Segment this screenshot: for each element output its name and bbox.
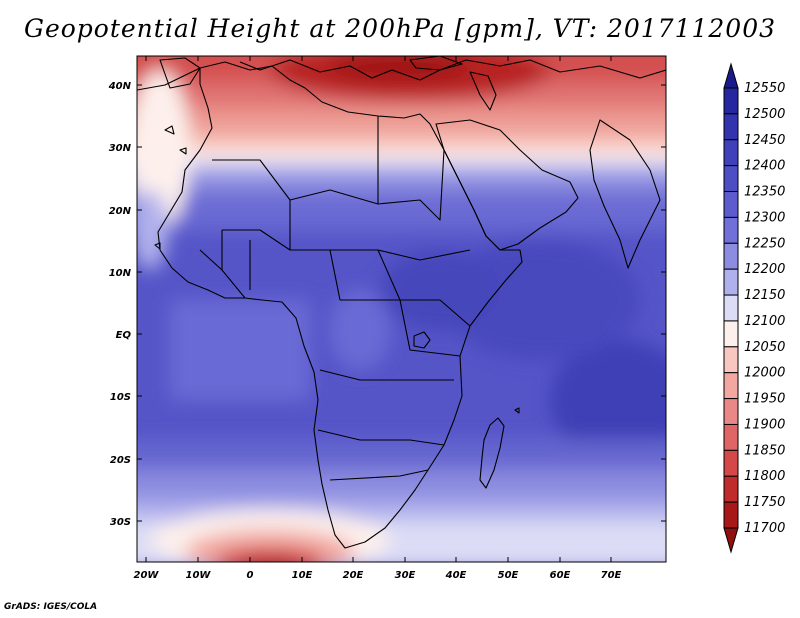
lat-label: 20N xyxy=(109,206,132,217)
colorbar-box xyxy=(723,449,739,477)
colorbar-box xyxy=(723,87,739,115)
lon-label: 40E xyxy=(445,570,467,581)
lat-label: 10S xyxy=(110,392,131,403)
map-frame xyxy=(136,55,667,563)
lat-label: 30S xyxy=(110,517,131,528)
lon-label: 0 xyxy=(247,570,254,581)
lon-label: 50E xyxy=(498,570,519,581)
colorbar-box xyxy=(723,294,739,322)
lat-label: 30N xyxy=(109,143,132,154)
colorbar-box xyxy=(723,139,739,167)
colorbar-box xyxy=(723,372,739,400)
colorbar-label: 11850 xyxy=(744,443,785,458)
colorbar-bottom-arrow xyxy=(723,527,739,554)
colorbar-box xyxy=(723,423,739,451)
colorbar-box xyxy=(723,475,739,503)
colorbar-label: 12500 xyxy=(744,107,785,122)
lon-label: 60E xyxy=(550,570,571,581)
colorbar-box xyxy=(723,165,739,193)
height-field xyxy=(137,56,666,562)
colorbar-label: 12000 xyxy=(744,366,785,381)
colorbar-box xyxy=(723,320,739,348)
colorbar-label: 12400 xyxy=(744,159,785,174)
colorbar-label: 12250 xyxy=(744,236,785,251)
latitude-axis: 40N 30N 20N 10N EQ 10S 20S 30S xyxy=(108,81,666,528)
lat-label: 40N xyxy=(108,81,132,92)
lon-label: 30E xyxy=(395,570,416,581)
lon-label: 10E xyxy=(292,570,313,581)
colorbar-box xyxy=(723,501,739,529)
lat-label: 10N xyxy=(109,268,132,279)
lon-label: 20E xyxy=(343,570,364,581)
lat-label: EQ xyxy=(116,330,132,341)
lon-label: 20W xyxy=(134,570,160,581)
longitude-axis: 20W 10W 0 10E 20E 30E 40E 50E 60E 70E xyxy=(134,56,622,581)
colorbar-label: 12100 xyxy=(744,314,785,329)
colorbar-box xyxy=(723,268,739,296)
colorbar-top-arrow xyxy=(723,62,739,89)
lat-label: 20S xyxy=(110,455,131,466)
colorbar-label: 11900 xyxy=(744,417,785,432)
colorbar-label: 12300 xyxy=(744,210,785,225)
footer-credit: GrADS: IGES/COLA xyxy=(4,602,98,612)
colorbar-box xyxy=(723,216,739,244)
colorbar-label: 12350 xyxy=(744,185,785,200)
coastlines xyxy=(137,56,666,549)
colorbar-label: 11800 xyxy=(744,469,785,484)
lon-label: 70E xyxy=(601,570,622,581)
colorbar-box xyxy=(723,113,739,141)
colorbar-label: 12050 xyxy=(744,340,785,355)
colorbar-label: 11950 xyxy=(744,392,785,407)
colorbar-box xyxy=(723,191,739,218)
colorbar-label: 11700 xyxy=(744,521,785,536)
colorbar-box xyxy=(723,398,739,425)
colorbar-box xyxy=(723,346,739,374)
colorbar-label: 12200 xyxy=(744,262,785,277)
colorbar-label: 11750 xyxy=(744,495,785,510)
lon-label: 10W xyxy=(186,570,212,581)
colorbar-label: 12150 xyxy=(744,288,785,303)
colorbar-label: 12450 xyxy=(744,133,785,148)
colorbar: 12550 12500 12450 12400 12350 12300 12250 12200… xyxy=(723,62,785,554)
colorbar-box xyxy=(723,242,739,270)
map-title: Geopotential Height at 200hPa [gpm], VT:… xyxy=(23,14,777,43)
colorbar-label: 12550 xyxy=(744,81,785,96)
